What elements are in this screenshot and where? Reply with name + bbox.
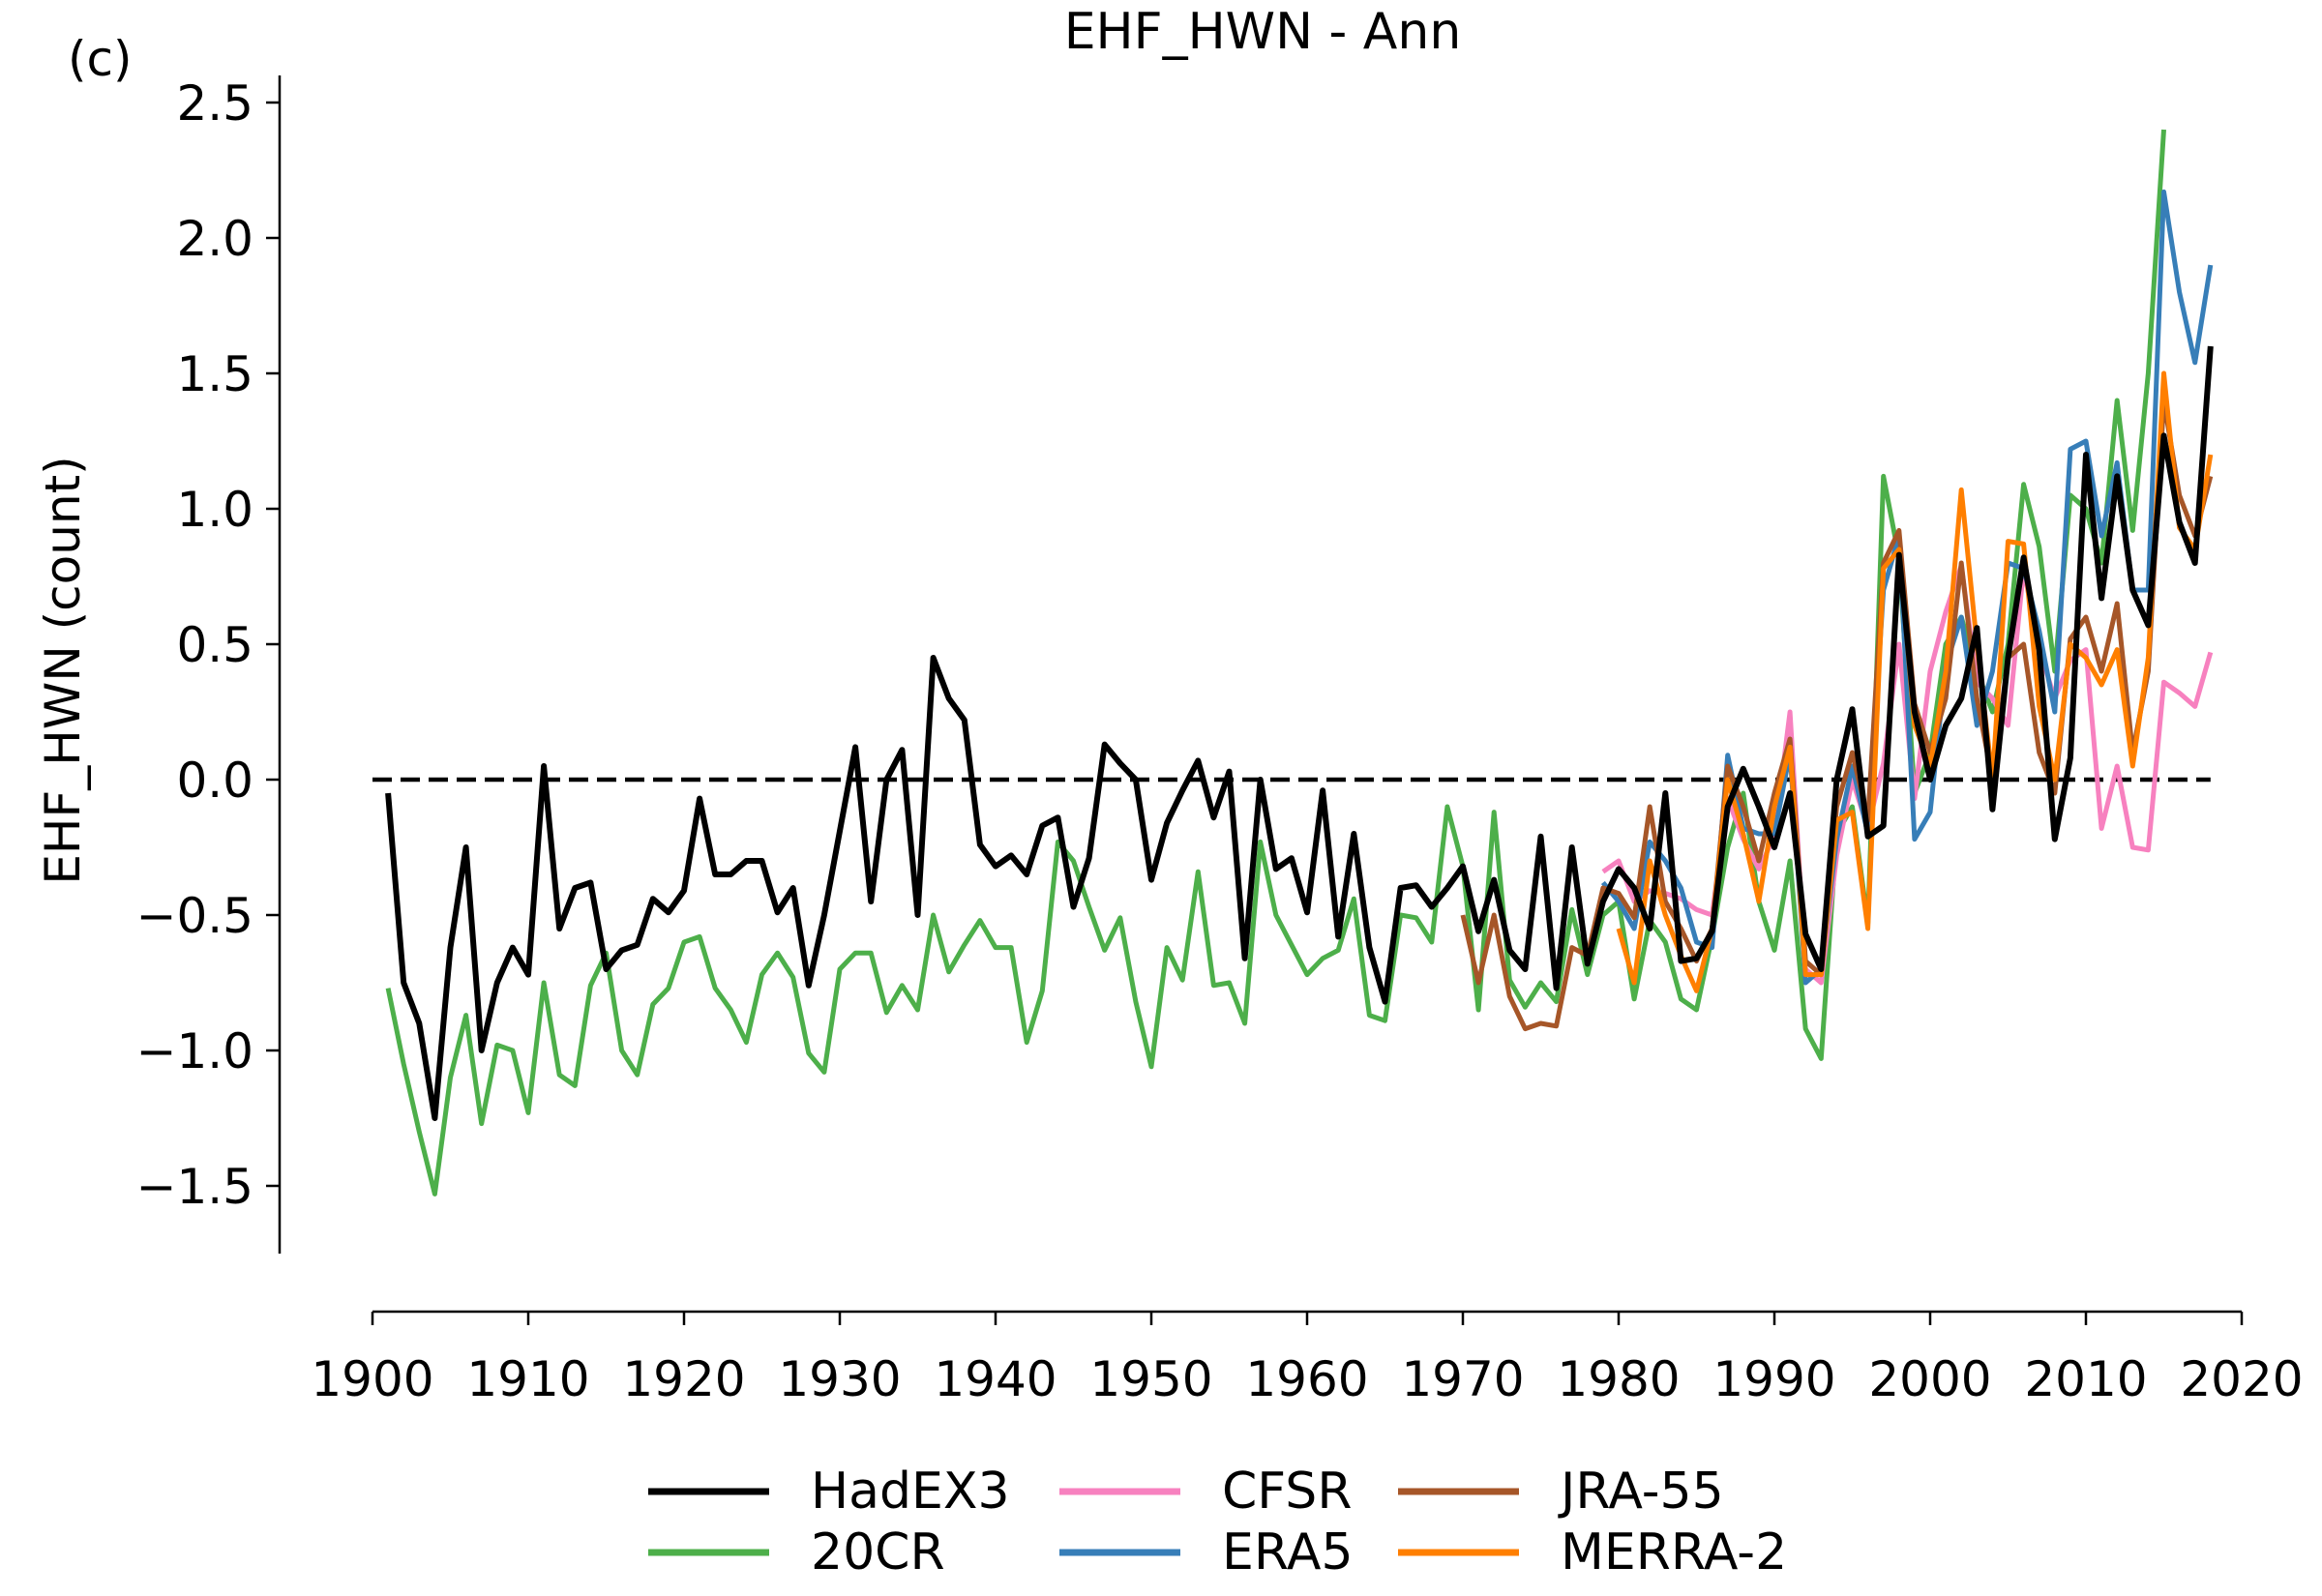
y-tick-label: 0.5: [176, 617, 253, 673]
y-tick-label: −1.5: [136, 1159, 253, 1215]
x-tick-label: 1920: [622, 1351, 745, 1407]
axes: −1.5 −1.0 −0.5 0.0 0.5 1.0 1.5 2.0 2.5 1900 1910 19…: [136, 75, 2304, 1407]
legend-label: HadEX3: [811, 1463, 1010, 1521]
y-tick-label: 2.5: [176, 75, 253, 132]
legend-label: ERA5: [1222, 1523, 1354, 1581]
legend-item-era5: ERA5: [1059, 1523, 1354, 1581]
legend-item-20cr: 20CR: [648, 1523, 945, 1581]
x-tick-label: 1940: [934, 1351, 1057, 1407]
legend-label: CFSR: [1222, 1463, 1352, 1521]
y-tick-label: 2.0: [176, 211, 253, 267]
series-line-hadex3: [385, 345, 2214, 1121]
x-tick-label: 1900: [311, 1351, 433, 1407]
series-line-jra-55: [1460, 398, 2214, 1032]
x-tick-label: 1950: [1089, 1351, 1212, 1407]
legend-item-cfsr: CFSR: [1059, 1463, 1352, 1521]
legend-label: MERRA-2: [1561, 1523, 1787, 1581]
y-tick-label: 1.0: [176, 482, 253, 538]
x-tick-label: 1990: [1712, 1351, 1835, 1407]
chart-title: EHF_HWN - Ann: [1064, 3, 1462, 61]
legend-item-hadex3: HadEX3: [648, 1463, 1010, 1521]
legend-label: 20CR: [811, 1523, 945, 1581]
x-tick-label: 1980: [1557, 1351, 1680, 1407]
x-tick-label: 1910: [466, 1351, 589, 1407]
x-tick-label: 2020: [2180, 1351, 2303, 1407]
y-tick-label: 0.0: [176, 753, 253, 809]
x-tick-label: 1960: [1245, 1351, 1368, 1407]
series-line-era5: [1600, 189, 2214, 986]
y-axis-label: EHF_HWN (count): [35, 456, 91, 884]
y-tick-label: −0.5: [136, 888, 253, 944]
legend-label: JRA-55: [1558, 1463, 1724, 1521]
x-tick-label: 2000: [1868, 1351, 1991, 1407]
y-tick-label: −1.0: [136, 1023, 253, 1079]
y-tick-label: 1.5: [176, 346, 253, 402]
plot-area: [372, 129, 2214, 1197]
x-tick-label: 1930: [778, 1351, 901, 1407]
legend-item-jra-55: JRA-55: [1398, 1463, 1724, 1521]
legend-item-merra-2: MERRA-2: [1398, 1523, 1787, 1581]
panel-label: (c): [68, 31, 133, 87]
x-tick-label: 1970: [1401, 1351, 1524, 1407]
x-tick-label: 2010: [2024, 1351, 2147, 1407]
